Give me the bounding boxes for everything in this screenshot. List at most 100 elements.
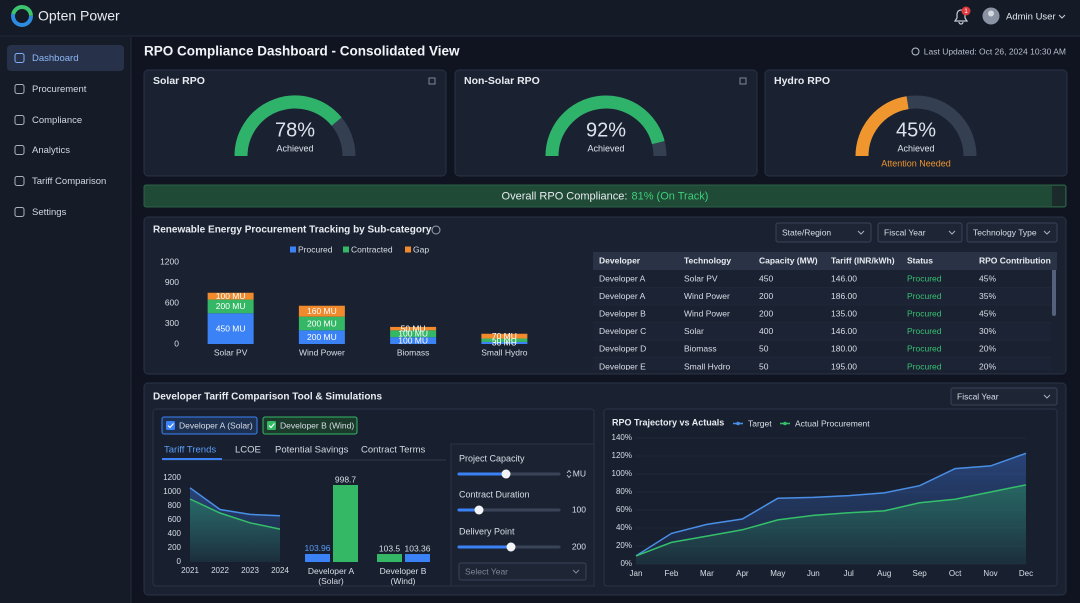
table-cell: Biomass: [684, 344, 717, 354]
overall-bar-rest: [1052, 186, 1065, 206]
y-tick-label: 400: [168, 529, 182, 538]
table-row: [593, 340, 1051, 358]
data-label: 200 MU: [307, 318, 337, 328]
nav-item[interactable]: Settings: [32, 207, 67, 218]
data-label: 103.36: [405, 543, 431, 553]
data-label: 30 MU: [492, 338, 517, 348]
chart-title: RPO Trajectory vs Actuals: [612, 417, 724, 427]
y-tick-label: 600: [165, 297, 179, 307]
nav-item[interactable]: Analytics: [32, 145, 70, 156]
nav-item[interactable]: Procurement: [32, 84, 87, 95]
card-title: Hydro RPO: [774, 75, 830, 87]
gauge-status: Achieved: [276, 143, 313, 153]
filter-label: Technology Type: [973, 227, 1037, 237]
user-name[interactable]: Admin User: [1006, 12, 1056, 23]
data-table: Developer Technology Capacity (MW) Tariff (…: [593, 252, 1057, 371]
x-tick-label: Solar PV: [214, 347, 248, 357]
overall-label: Overall RPO Compliance:: [502, 190, 628, 202]
fiscal-year-select[interactable]: [950, 387, 1058, 406]
gauge-arc: [855, 96, 909, 157]
table-cell: Wind Power: [684, 291, 730, 301]
bar-segment: [207, 299, 254, 314]
chevron: [572, 569, 580, 574]
year-select[interactable]: [458, 562, 587, 581]
x-tick-label: 2022: [211, 566, 229, 575]
x-tick-label: Mar: [700, 569, 714, 578]
data-label: 998.7: [335, 474, 357, 484]
tab[interactable]: Potential Savings: [275, 445, 349, 456]
tab[interactable]: LCOE: [235, 445, 261, 456]
table-scrollbar[interactable]: [1052, 268, 1056, 316]
y-tick-label: 120%: [612, 451, 632, 460]
table-row: [593, 287, 1051, 306]
stepper-icon[interactable]: [566, 469, 572, 479]
data-label: 160 MU: [307, 306, 337, 316]
slider-thumb[interactable]: [501, 469, 511, 479]
line: [635, 452, 1027, 557]
slider-unit: MU: [573, 468, 586, 478]
developer-toggle[interactable]: [262, 416, 358, 435]
info-icon[interactable]: [431, 225, 441, 235]
table-cell: Developer A: [599, 273, 646, 283]
sidebar: [0, 37, 131, 603]
developer-toggle[interactable]: [161, 416, 258, 435]
y-tick-label: 20%: [616, 541, 632, 550]
notification-badge: [961, 6, 971, 16]
bar: [405, 554, 430, 562]
y-tick-label: 0%: [620, 559, 632, 568]
category-label: Developer A (Solar): [307, 566, 355, 586]
data-label: 200 MU: [307, 332, 337, 342]
x-tick-label: Wind Power: [299, 347, 345, 357]
expand-icon[interactable]: [739, 77, 747, 85]
slider-label: Contract Duration: [459, 489, 530, 499]
gauge-card: [764, 69, 1068, 177]
x-tick-label: Biomass: [397, 347, 430, 357]
y-tick-label: 60%: [616, 505, 632, 514]
slider-thumb[interactable]: [506, 542, 516, 552]
tab[interactable]: Contract Terms: [361, 445, 425, 456]
bar-segment: [207, 313, 254, 344]
nav-icon: [14, 207, 25, 217]
line: [189, 498, 281, 530]
nav-item[interactable]: Tariff Comparison: [32, 176, 106, 187]
brand: Opten Power: [38, 8, 120, 24]
nav-active: [7, 45, 124, 71]
x-tick-label: 2021: [181, 566, 199, 575]
filter-select[interactable]: [877, 222, 963, 243]
x-tick-label: 2024: [271, 566, 289, 575]
nav-item[interactable]: Compliance: [32, 115, 82, 126]
table-cell: 186.00: [831, 291, 857, 301]
table-row: [593, 322, 1051, 341]
checkbox-label: Developer A (Solar): [179, 420, 253, 430]
table-cell: 135.00: [831, 308, 857, 318]
y-tick-label: 100%: [612, 469, 632, 478]
bar-segment: [481, 338, 528, 342]
table-header: [593, 252, 1057, 270]
column-header: Tariff (INR/kWh): [831, 255, 895, 265]
overall-status: 81% (On Track): [631, 190, 708, 202]
select-label: Fiscal Year: [957, 391, 999, 401]
table-cell: Small Hydro: [684, 361, 731, 371]
y-tick-label: 80%: [616, 487, 632, 496]
tab[interactable]: Tariff Trends: [164, 445, 216, 456]
slider-thumb[interactable]: [474, 505, 484, 515]
table-cell: 45%: [979, 273, 996, 283]
y-tick-label: 40%: [616, 523, 632, 532]
table-cell: Procured: [907, 344, 942, 354]
table-cell: 45%: [979, 308, 996, 318]
x-tick-label: Jul: [844, 569, 854, 578]
clock-icon: [911, 47, 920, 56]
filter-select[interactable]: [775, 222, 872, 243]
x-tick-label: Developer A (Solar): [307, 566, 355, 586]
nav-item[interactable]: Dashboard: [32, 53, 78, 64]
x-tick-label: Nov: [983, 569, 997, 578]
table-cell: 195.00: [831, 361, 857, 371]
data-label: 100 MU: [398, 329, 428, 339]
filter-select[interactable]: [966, 222, 1058, 243]
expand-icon[interactable]: [428, 77, 436, 85]
table-cell: 146.00: [831, 326, 857, 336]
gauge-card: [143, 69, 447, 177]
table-cell: 146.00: [831, 273, 857, 283]
notification-count: 1: [964, 8, 968, 15]
